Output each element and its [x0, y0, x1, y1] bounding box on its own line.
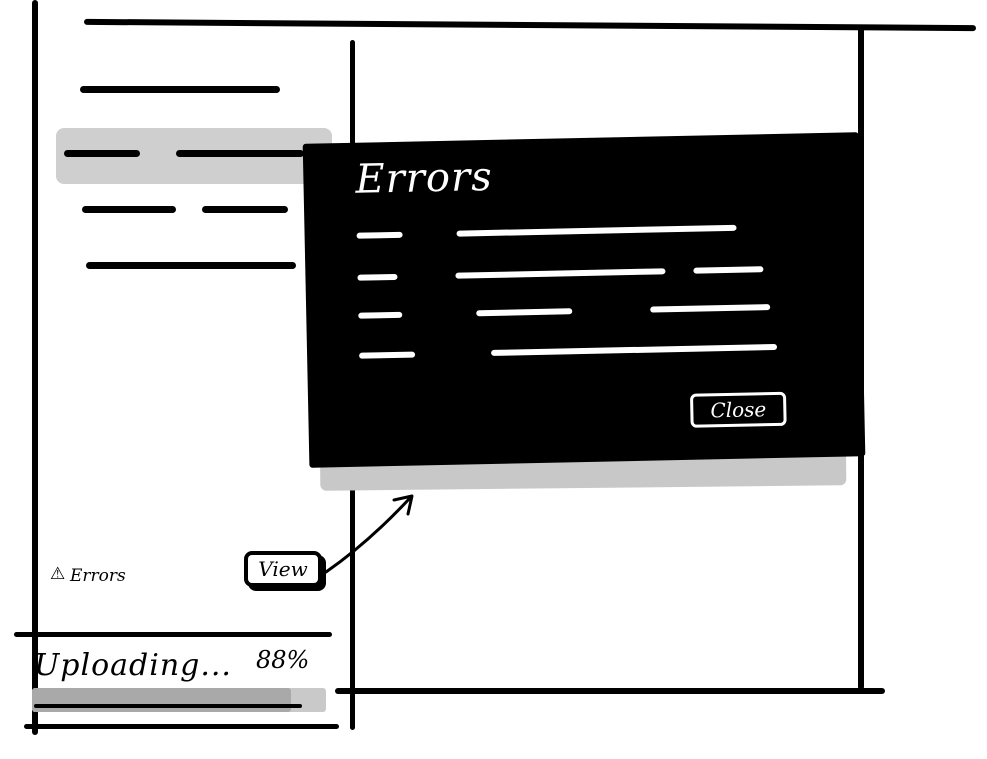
error-row	[357, 262, 797, 285]
sidebar	[40, 40, 348, 730]
close-modal-button[interactable]: Close	[689, 391, 787, 428]
upload-panel: Uploading... 88%	[20, 640, 330, 722]
sidebar-bottom-edge	[24, 724, 339, 729]
errors-label: Errors	[70, 566, 126, 586]
error-row	[359, 340, 799, 363]
view-errors-button[interactable]: View	[244, 551, 322, 587]
arrow-line	[324, 496, 412, 574]
sidebar-item-label	[86, 262, 296, 269]
error-code	[359, 351, 416, 359]
error-message	[491, 343, 778, 356]
modal-title: Errors	[354, 153, 494, 203]
upload-status-label: Uploading...	[34, 648, 232, 683]
error-code	[358, 311, 403, 319]
sidebar-item[interactable]	[40, 188, 340, 232]
upload-progress-fill	[32, 688, 291, 712]
sidebar-item-label	[202, 206, 288, 213]
errors-row: ⚠ Errors View	[48, 548, 338, 598]
arrow-annotation	[324, 494, 414, 574]
error-detail	[650, 304, 771, 313]
error-code	[356, 231, 403, 239]
sidebar-item[interactable]	[40, 244, 340, 288]
sidebar-item-label	[82, 206, 176, 213]
window-left-edge	[32, 0, 38, 735]
sidebar-item-label	[176, 150, 304, 157]
error-message	[476, 308, 573, 317]
arrow-head	[392, 494, 414, 516]
upload-progress-line	[34, 704, 302, 708]
error-code	[357, 273, 398, 281]
errors-modal: Errors Close	[302, 132, 866, 468]
sidebar-item-label	[64, 150, 140, 157]
sidebar-title	[40, 70, 340, 114]
window-top-edge	[83, 18, 977, 32]
upload-percent: 88%	[256, 646, 310, 674]
error-message	[456, 224, 737, 237]
window-bottom-edge	[335, 688, 885, 694]
warning-icon: ⚠	[50, 564, 66, 584]
upload-divider	[14, 632, 332, 637]
error-detail	[693, 266, 764, 274]
upload-progress-bar	[32, 688, 326, 712]
error-row	[356, 220, 796, 243]
error-message	[455, 268, 666, 279]
sidebar-title-scribble	[80, 86, 280, 93]
error-row	[358, 300, 798, 323]
sidebar-item-active[interactable]	[56, 128, 332, 184]
